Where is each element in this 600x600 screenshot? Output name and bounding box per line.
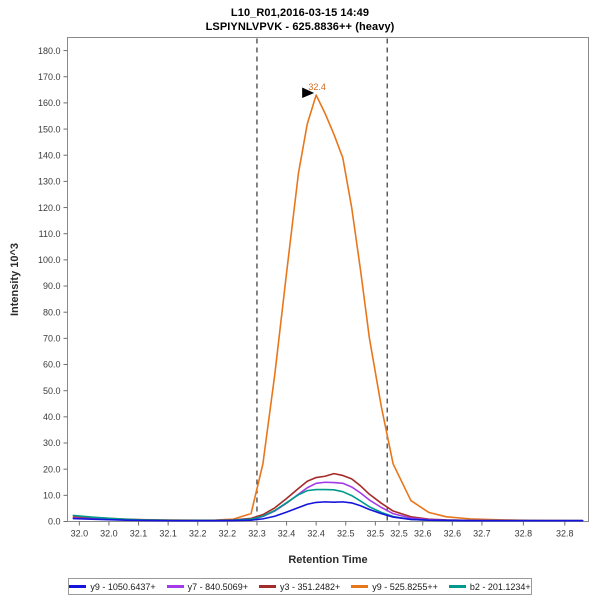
y-axis-tick-label: 10.0 — [43, 491, 61, 501]
y-axis-tick-label: 150.0 — [38, 124, 61, 134]
chart-title-line-2: LSPIYNLVPVK - 625.8836++ (heavy) — [205, 21, 395, 33]
x-axis-tick-label: 32.3 — [248, 529, 266, 539]
legend-item[interactable]: y9 - 525.8255++ — [351, 582, 438, 592]
x-axis-tick-label: 32.7 — [473, 529, 491, 539]
x-axis-tick-label: 32.6 — [444, 529, 462, 539]
y-axis-tick-label: 120.0 — [38, 203, 61, 213]
y-axis-tick-label: 140.0 — [38, 150, 61, 160]
series-line[interactable] — [72, 501, 584, 522]
plot-area — [67, 37, 589, 522]
x-axis-tick-label: 32.8 — [515, 529, 533, 539]
legend-color-swatch — [69, 585, 87, 588]
peak-apex-label: 32.4 — [308, 82, 326, 92]
x-axis-tick-label: 32.8 — [556, 529, 574, 539]
y-axis-tick-label: 160.0 — [38, 98, 61, 108]
series-group — [72, 94, 584, 522]
legend-color-swatch — [448, 585, 466, 588]
chart-title-block: L10_R01,2016-03-15 14:49 LSPIYNLVPVK - 6… — [0, 6, 600, 34]
x-axis-tick-label: 32.1 — [130, 529, 148, 539]
legend-item[interactable]: y7 - 840.5069+ — [166, 581, 248, 592]
x-axis-tick-label: 32.0 — [100, 529, 118, 539]
legend-item-label: y9 - 1050.6437+ — [90, 581, 156, 592]
legend-item[interactable]: b2 - 201.1234+ — [448, 581, 531, 592]
y-axis-tick-label: 130.0 — [38, 177, 61, 187]
x-axis: 32.0 32.0 32.1 32.1 32.2 32.2 32.3 32.4 32.4 32.5… — [71, 521, 574, 566]
y-axis-tick-label: 80.0 — [43, 307, 61, 317]
y-axis-tick-label: 170.0 — [38, 72, 61, 82]
legend-color-swatch — [351, 585, 369, 588]
y-axis-tick-label: 0.0 — [48, 517, 61, 527]
x-axis-tick-label: 32.1 — [159, 529, 177, 539]
y-axis-tick-label: 60.0 — [43, 360, 61, 370]
y-axis: 0.0 10.0 20.0 30.0 40.0 50.0 60.0 70.0 80.0 90.0 1… — [9, 46, 68, 527]
legend-item-label: y9 - 525.8255++ — [372, 581, 438, 592]
chart-title-line-1: L10_R01,2016-03-15 14:49 — [230, 7, 370, 19]
x-axis-tick-label: 32.5 — [367, 529, 385, 539]
y-axis-tick-label: 100.0 — [38, 255, 61, 265]
x-axis-tick-label: 32.5 — [390, 529, 408, 539]
legend-item-label: y3 - 351.2482+ — [279, 581, 341, 592]
y-axis-title: Intensity 10^3 — [9, 243, 21, 316]
y-axis-tick-label: 50.0 — [43, 386, 61, 396]
y-axis-tick-label: 40.0 — [43, 412, 61, 422]
x-axis-tick-label: 32.4 — [278, 529, 296, 539]
x-axis-tick-label: 32.4 — [307, 529, 325, 539]
y-axis-tick-label: 70.0 — [43, 334, 61, 344]
x-axis-tick-label: 32.6 — [414, 529, 432, 539]
x-axis-tick-label: 32.2 — [189, 529, 207, 539]
y-axis-tick-label: 180.0 — [38, 46, 61, 56]
y-axis-tick-label: 90.0 — [43, 281, 61, 291]
x-axis-title: Retention Time — [288, 554, 367, 566]
chart-legend: y9 - 1050.6437+ y7 - 840.5069+ y3 - 351.24… — [68, 578, 532, 595]
legend-color-swatch — [258, 585, 276, 588]
y-axis-tick-label: 20.0 — [43, 464, 61, 474]
left-arrow-marker-icon — [302, 87, 315, 99]
x-axis-tick-label: 32.5 — [337, 529, 355, 539]
x-axis-tick-label: 32.0 — [71, 529, 89, 539]
y-axis-tick-label: 110.0 — [39, 229, 61, 239]
legend-item[interactable]: y9 - 1050.6437+ — [69, 581, 156, 592]
x-axis-tick-label: 32.2 — [219, 529, 237, 539]
legend-item-label: y7 - 840.5069+ — [187, 581, 248, 592]
peak-annotation[interactable]: 32.4 — [302, 82, 326, 99]
legend-item[interactable]: y3 - 351.2482+ — [258, 581, 341, 592]
y-axis-tick-label: 30.0 — [43, 438, 61, 448]
legend-item-label: b2 - 201.1234+ — [469, 581, 531, 592]
legend-color-swatch — [166, 585, 184, 588]
